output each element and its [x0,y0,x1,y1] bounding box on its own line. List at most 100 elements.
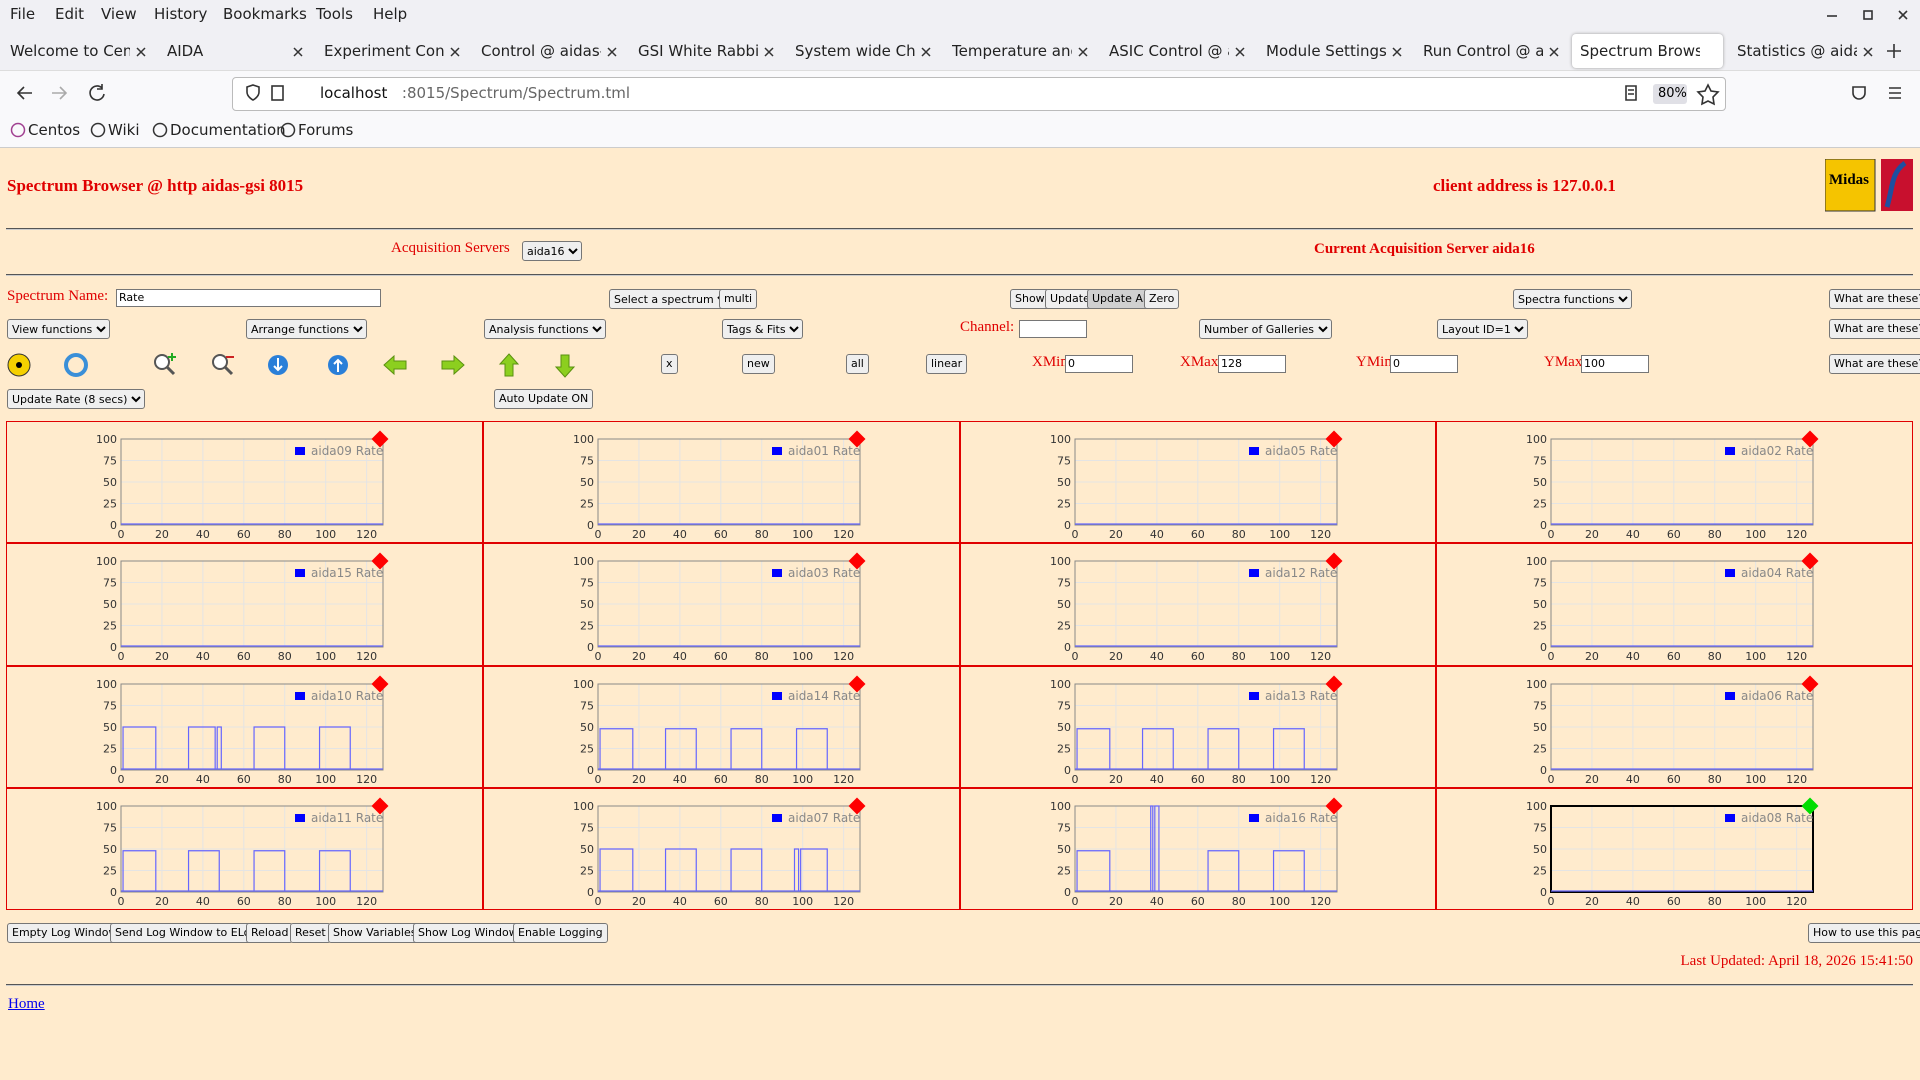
menu-item[interactable]: File [10,5,36,23]
icon-left[interactable] [383,354,407,376]
xmax-input[interactable]: 128 [1218,355,1286,373]
zoom-badge[interactable] [1653,84,1687,104]
footer-button[interactable]: Empty Log Window [7,923,123,943]
ymax-input[interactable]: 100 [1581,355,1649,373]
url-box[interactable] [232,77,1726,111]
tab-close[interactable] [450,47,460,57]
spectrum-cell[interactable]: 0 25 50 75 100 0 20 40 60 80 100 120 aida12 Rate [959,543,1437,666]
select-spectrum[interactable]: Select a spectrum [609,289,731,309]
bookmark[interactable]: Centos [28,121,81,139]
help-button[interactable]: What are these? [1829,319,1920,339]
tool-button[interactable]: x [661,354,678,374]
tab-close[interactable] [293,47,303,57]
forward[interactable] [52,86,68,100]
spectrum-cell[interactable]: 0 25 50 75 100 0 20 40 60 80 100 120 aida05 Rate [959,421,1437,544]
bookmark[interactable]: Forums [298,121,354,139]
tab-close[interactable] [921,47,931,57]
pocket[interactable] [1852,86,1866,100]
spectrum-cell[interactable]: 0 25 50 75 100 0 20 40 60 80 100 120 aida10 Rate [6,665,483,788]
reload[interactable] [89,84,105,101]
bookmark[interactable]: Wiki [108,121,140,139]
icon-top[interactable] [498,353,520,377]
ymin-input[interactable]: 0 [1390,355,1458,373]
spectrum-cell[interactable]: 0 25 50 75 100 0 20 40 60 80 100 120 aida15 Rate [6,543,483,666]
menu-item[interactable]: History [154,5,208,23]
tab-close[interactable] [607,47,617,57]
spectrum-cell[interactable]: 0 25 50 75 100 0 20 40 60 80 100 120 aida02 Rate [1436,421,1913,544]
arrange-functions[interactable]: Arrange functions [246,319,367,339]
help-button[interactable]: What are these? [1829,289,1920,309]
tab[interactable]: Experiment Control [316,34,467,68]
spectrum-cell[interactable]: 0 25 50 75 100 0 20 40 60 80 100 120 aida13 Rate [959,665,1437,788]
view-functions[interactable]: View functions [7,319,110,339]
show-button[interactable]: Update All [1087,289,1154,309]
show-button[interactable]: Update [1045,289,1095,309]
layout[interactable]: Layout ID=1 [1437,319,1528,339]
tab[interactable]: Module Settings Sa [1258,34,1409,68]
menu-item[interactable]: Bookmarks [223,5,307,23]
spectrum-cell[interactable]: 0 25 50 75 100 0 20 40 60 80 100 120 aida09 Rate [6,421,483,544]
icon-right[interactable] [441,354,465,376]
icon-zoom-in[interactable] [154,353,176,376]
spectra-functions[interactable]: Spectra functions [1513,289,1632,309]
tab[interactable]: Run Control @ aida [1415,34,1566,68]
tab-close[interactable] [136,47,146,57]
show-button[interactable]: Show [1010,289,1050,309]
tab[interactable]: Control @ aidas-gsi [473,34,624,68]
bookmark-star[interactable] [1696,83,1720,106]
multi-button[interactable]: multi [719,289,758,309]
spectrum-cell[interactable]: 0 25 50 75 100 0 20 40 60 80 100 120 aida01 Rate [482,421,960,544]
maximize[interactable] [1863,10,1873,20]
channel-input[interactable] [1019,320,1087,338]
menu-item[interactable]: View [101,5,137,23]
tab-close[interactable] [1392,47,1402,57]
tool-button[interactable]: all [846,354,869,374]
icon-zoom-out[interactable] [212,354,234,376]
home-link[interactable]: Home [8,996,45,1012]
footer-button[interactable]: Show Variables [328,923,422,943]
spectrum-cell[interactable]: 0 25 50 75 100 0 20 40 60 80 100 120 aida11 Rate [6,787,483,910]
reader-view[interactable] [1625,85,1637,101]
footer-button[interactable]: Enable Logging [513,923,608,943]
tab[interactable]: Temperature and s [944,34,1095,68]
back[interactable] [16,86,32,100]
close-window[interactable] [1898,10,1908,20]
menu-item[interactable]: Help [373,5,408,23]
tab[interactable]: GSI White Rabbit T [630,34,781,68]
help-page-button[interactable]: How to use this page [1808,923,1920,943]
spectrum-name-input[interactable]: Rate [116,289,381,307]
new-tab[interactable] [1887,44,1901,58]
spectrum-cell[interactable]: 0 25 50 75 100 0 20 40 60 80 100 120 aida04 Rate [1436,543,1913,666]
tab[interactable]: Statistics @ aidas- [1729,34,1880,68]
icon-down[interactable] [268,355,288,375]
tab[interactable]: AIDA [159,34,310,68]
icon-bottom[interactable] [554,354,576,378]
tags-fits[interactable]: Tags & Fits [722,319,803,339]
tab[interactable]: Welcome to CentOS [2,34,153,68]
app-menu[interactable] [1889,87,1901,99]
galleries[interactable]: Number of Galleries [1199,319,1332,339]
footer-button[interactable]: Show Log Window [413,923,523,943]
icon-refresh[interactable] [64,353,88,377]
spectrum-cell[interactable]: 0 25 50 75 100 0 20 40 60 80 100 120 aida06 Rate [1436,665,1913,788]
show-button[interactable]: Zero [1144,289,1180,309]
tab[interactable]: System wide Check [787,34,938,68]
tool-button[interactable]: linear [926,354,968,374]
bookmark[interactable]: Documentation [170,121,286,139]
tab-close[interactable] [764,47,774,57]
footer-button[interactable]: Send Log Window to ELog [110,923,263,943]
tab-close[interactable] [1549,47,1559,57]
icon-radiation[interactable] [7,353,31,377]
footer-button[interactable]: Reset [290,923,331,943]
tab[interactable]: ASIC Control @ aid [1101,34,1252,68]
spectrum-cell[interactable]: 0 25 50 75 100 0 20 40 60 80 100 120 aida16 Rate [959,787,1437,910]
icon-up[interactable] [328,355,348,375]
spectrum-cell[interactable]: 0 25 50 75 100 0 20 40 60 80 100 120 aida14 Rate [482,665,960,788]
acq-server-select[interactable]: aida16 [522,241,582,261]
spectrum-cell[interactable]: 0 25 50 75 100 0 20 40 60 80 100 120 aida03 Rate [482,543,960,666]
help-button[interactable]: What are these? [1829,354,1920,374]
tab-close[interactable] [1235,47,1245,57]
update-rate[interactable]: Update Rate (8 secs) [7,389,145,409]
tool-button[interactable]: new [742,354,775,374]
spectrum-cell[interactable]: 0 25 50 75 100 0 20 40 60 80 100 120 aida08 Rate [1436,787,1913,910]
